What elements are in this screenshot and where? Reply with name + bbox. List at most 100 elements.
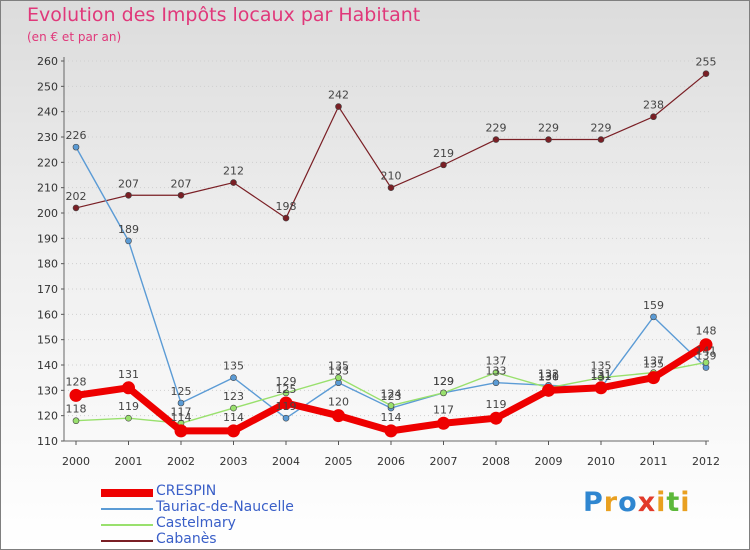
data-label-cabanes-2002: 207 xyxy=(171,177,192,190)
logo-letter: i xyxy=(656,487,667,518)
data-label-crespin-2007: 117 xyxy=(433,403,454,416)
y-tick-label-210: 210 xyxy=(37,182,58,195)
point-crespin-2006 xyxy=(384,424,398,438)
logo-letter: r xyxy=(603,487,619,518)
data-label-crespin-2009: 130 xyxy=(538,370,559,383)
point-crespin-2009 xyxy=(542,383,555,397)
data-label-tauriac-de-naucelle-2009: 132 xyxy=(538,367,559,380)
data-label-cabanes-2001: 207 xyxy=(118,177,139,190)
x-tick-label-2009: 2009 xyxy=(535,455,563,468)
y-tick-label-160: 160 xyxy=(37,308,58,321)
data-label-crespin-2010: 131 xyxy=(591,368,612,381)
point-cabanes-2012 xyxy=(702,70,710,77)
point-crespin-2004 xyxy=(279,396,293,410)
data-label-castelmary-2012: 141 xyxy=(696,344,717,357)
legend-label-crespin: CRESPIN xyxy=(156,483,217,499)
point-crespin-2011 xyxy=(647,371,660,385)
series-line-cabanes xyxy=(75,73,707,219)
x-tick-label-2011: 2011 xyxy=(640,455,668,468)
data-label-castelmary-2008: 137 xyxy=(486,355,507,368)
point-castelmary-2008 xyxy=(492,369,500,376)
point-tauriac-de-naucelle-2008 xyxy=(492,379,500,387)
data-label-crespin-2004: 125 xyxy=(276,383,297,396)
data-label-cabanes-2011: 238 xyxy=(643,99,664,112)
point-cabanes-2001 xyxy=(125,191,132,199)
data-label-crespin-2011: 135 xyxy=(643,358,664,371)
point-castelmary-2012 xyxy=(702,359,710,366)
y-tick-label-200: 200 xyxy=(37,207,58,220)
data-label-tauriac-de-naucelle-2012: 139 xyxy=(696,350,717,363)
point-cabanes-2011 xyxy=(650,113,657,121)
point-cabanes-2010 xyxy=(597,136,605,143)
point-castelmary-2005 xyxy=(335,374,342,381)
y-tick-label-130: 130 xyxy=(37,384,58,397)
point-cabanes-2009 xyxy=(545,136,552,143)
y-tick-label-170: 170 xyxy=(37,283,58,296)
point-crespin-2003 xyxy=(227,424,240,438)
legend-swatch-crespin xyxy=(101,489,153,497)
x-tick-label-2000: 2000 xyxy=(62,455,90,468)
data-label-cabanes-2012: 255 xyxy=(696,56,717,69)
point-castelmary-2001 xyxy=(125,414,132,422)
data-label-castelmary-2010: 135 xyxy=(591,360,612,373)
data-label-cabanes-2008: 229 xyxy=(486,122,507,135)
point-castelmary-2000 xyxy=(72,417,80,425)
chart-title: Evolution des Impôts locaux par Habitant xyxy=(27,4,421,26)
data-label-castelmary-2007: 129 xyxy=(433,375,454,388)
point-tauriac-de-naucelle-2000 xyxy=(72,143,80,151)
data-label-cabanes-2004: 198 xyxy=(276,200,297,213)
data-label-castelmary-2009: 131 xyxy=(538,370,559,383)
x-tick-label-2012: 2012 xyxy=(692,455,720,468)
data-label-tauriac-de-naucelle-2006: 123 xyxy=(381,390,402,403)
point-tauriac-de-naucelle-2001 xyxy=(125,237,132,245)
y-tick-label-260: 260 xyxy=(37,55,58,68)
y-tick-label-120: 120 xyxy=(37,410,58,423)
point-castelmary-2004 xyxy=(282,389,290,397)
point-cabanes-2008 xyxy=(492,136,500,143)
data-label-cabanes-2006: 210 xyxy=(381,170,402,183)
data-label-cabanes-2005: 242 xyxy=(328,89,349,102)
x-tick-label-2003: 2003 xyxy=(220,455,248,468)
data-label-crespin-2012: 148 xyxy=(696,325,717,338)
point-castelmary-2010 xyxy=(597,374,605,381)
point-crespin-2002 xyxy=(174,424,188,438)
data-label-crespin-2005: 120 xyxy=(328,396,349,409)
x-tick-label-2005: 2005 xyxy=(325,455,353,468)
data-label-castelmary-2004: 129 xyxy=(276,375,297,388)
y-tick-label-180: 180 xyxy=(37,258,58,271)
data-label-cabanes-2007: 219 xyxy=(433,147,454,160)
x-tick-label-2010: 2010 xyxy=(587,455,615,468)
point-crespin-2010 xyxy=(594,381,608,395)
data-label-crespin-2008: 119 xyxy=(486,398,507,411)
y-tick-label-140: 140 xyxy=(37,359,58,372)
legend-swatch-cabanes xyxy=(101,540,153,542)
logo-letter: t xyxy=(666,487,681,518)
data-label-tauriac-de-naucelle-2002: 125 xyxy=(171,385,192,398)
x-tick-label-2001: 2001 xyxy=(115,455,143,468)
data-label-tauriac-de-naucelle-2007: 129 xyxy=(433,375,454,388)
chart-subtitle: (en € et par an) xyxy=(27,30,122,44)
point-cabanes-2000 xyxy=(72,204,80,212)
point-cabanes-2002 xyxy=(177,191,185,199)
point-cabanes-2004 xyxy=(282,214,290,222)
data-label-tauriac-de-naucelle-2010: 131 xyxy=(591,370,612,383)
x-tick-label-2004: 2004 xyxy=(272,455,300,468)
data-label-castelmary-2002: 117 xyxy=(171,405,192,418)
point-crespin-2012 xyxy=(699,338,713,352)
data-label-castelmary-2000: 118 xyxy=(66,403,87,416)
point-tauriac-de-naucelle-2011 xyxy=(650,313,657,321)
data-label-castelmary-2005: 135 xyxy=(328,360,349,373)
data-label-cabanes-2000: 202 xyxy=(66,190,87,203)
logo-letter: P xyxy=(583,487,604,518)
point-crespin-2008 xyxy=(489,411,503,425)
legend-label-castelmary: Castelmary xyxy=(156,515,236,531)
point-cabanes-2003 xyxy=(230,179,237,186)
data-label-castelmary-2003: 123 xyxy=(223,390,244,403)
data-label-tauriac-de-naucelle-2003: 135 xyxy=(223,360,244,373)
legend-swatch-castelmary xyxy=(101,524,153,526)
legend-swatch-tauriac xyxy=(101,508,153,510)
y-tick-label-250: 250 xyxy=(37,80,58,93)
y-tick-label-230: 230 xyxy=(37,131,58,144)
